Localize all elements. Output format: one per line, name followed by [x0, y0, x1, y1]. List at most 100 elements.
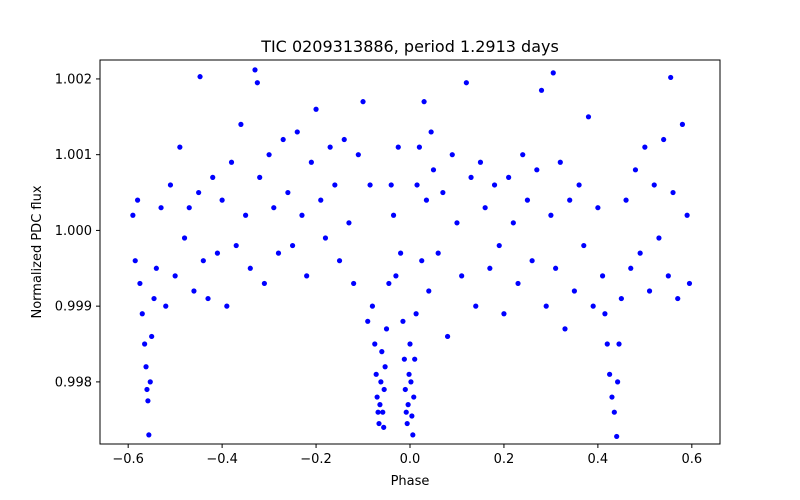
data-point — [553, 265, 559, 271]
data-point — [576, 182, 582, 188]
data-point — [318, 197, 324, 203]
data-point — [382, 364, 388, 370]
data-point — [557, 159, 563, 165]
data-point — [543, 303, 549, 309]
data-point — [404, 420, 410, 427]
data-point — [271, 205, 277, 211]
data-point — [398, 250, 404, 256]
data-point — [153, 265, 159, 271]
data-point — [196, 189, 202, 196]
data-point — [407, 341, 413, 347]
x-tick-label: −0.4 — [206, 452, 238, 467]
data-point — [336, 258, 343, 264]
data-point — [520, 152, 526, 158]
data-point — [670, 189, 676, 196]
data-point — [449, 152, 455, 158]
data-point — [585, 114, 592, 120]
data-point — [637, 250, 643, 256]
data-points — [130, 67, 693, 440]
data-point — [172, 273, 178, 279]
data-point — [614, 433, 620, 440]
data-point — [623, 197, 629, 203]
data-point — [414, 182, 420, 188]
data-point — [243, 212, 249, 218]
data-point — [609, 394, 615, 400]
data-point — [400, 318, 406, 324]
data-point — [679, 121, 686, 127]
data-point — [247, 265, 253, 271]
data-point — [322, 235, 329, 241]
data-point — [567, 197, 573, 203]
data-point — [395, 144, 401, 150]
data-point — [656, 235, 662, 241]
data-point — [416, 144, 422, 150]
y-tick-label: 1.002 — [55, 72, 92, 87]
data-point — [510, 220, 516, 226]
data-point — [651, 182, 657, 188]
data-point — [313, 106, 319, 112]
data-point — [616, 341, 622, 347]
data-point — [294, 129, 300, 135]
data-point — [375, 409, 381, 415]
data-point — [386, 280, 392, 287]
data-point — [200, 258, 206, 264]
data-point — [413, 311, 419, 317]
data-point — [275, 250, 282, 256]
data-point — [393, 273, 399, 279]
data-point — [686, 280, 693, 287]
data-point — [137, 280, 143, 287]
data-point — [254, 80, 260, 86]
data-point — [491, 182, 498, 188]
data-point — [506, 174, 512, 180]
y-tick-label: 0.998 — [55, 375, 92, 390]
data-point — [205, 295, 211, 302]
data-point — [381, 424, 387, 430]
data-point — [369, 303, 376, 309]
data-point — [668, 74, 674, 81]
data-point — [595, 205, 601, 211]
data-point — [607, 371, 613, 377]
data-point — [675, 295, 681, 302]
data-point — [406, 371, 412, 377]
y-axis-label: Normalized PDC flux — [30, 185, 45, 318]
data-point — [548, 212, 554, 218]
data-point — [374, 394, 380, 400]
data-point — [257, 174, 263, 180]
data-point — [383, 326, 390, 332]
data-point — [261, 280, 267, 287]
data-point — [151, 295, 157, 302]
data-point — [550, 70, 556, 76]
data-point — [280, 136, 286, 143]
data-point — [142, 341, 148, 347]
data-point — [408, 379, 414, 385]
data-point — [341, 136, 347, 143]
data-point — [379, 349, 385, 355]
data-point — [332, 182, 338, 188]
data-point — [149, 333, 155, 340]
data-point — [501, 311, 507, 317]
data-point — [367, 182, 373, 188]
data-point — [388, 182, 394, 188]
data-point — [423, 197, 430, 203]
data-point — [661, 136, 667, 143]
data-point — [459, 273, 465, 279]
data-point — [163, 303, 169, 309]
chart-title: TIC 0209313886, period 1.2913 days — [260, 37, 559, 56]
data-point — [167, 182, 174, 188]
data-point — [401, 356, 407, 362]
data-point — [327, 144, 333, 150]
data-point — [426, 288, 432, 294]
data-point — [473, 303, 479, 309]
data-point — [228, 159, 235, 165]
data-point — [665, 273, 671, 279]
data-point — [440, 189, 446, 196]
data-point — [454, 220, 460, 226]
data-point — [346, 220, 352, 226]
data-point — [197, 74, 203, 80]
data-point — [515, 280, 521, 287]
data-point — [419, 258, 425, 264]
x-axis-label: Phase — [391, 474, 430, 489]
